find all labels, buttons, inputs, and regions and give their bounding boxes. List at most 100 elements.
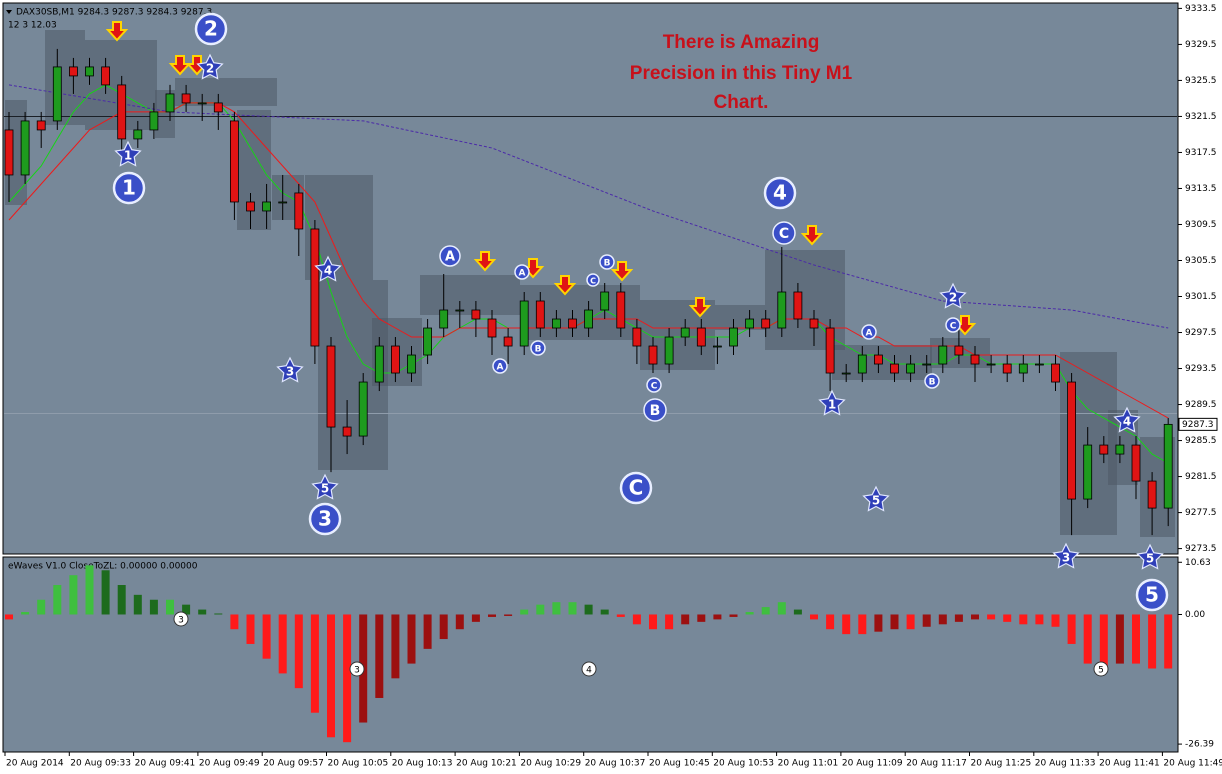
y-tick-label: 9309.5 (1185, 220, 1217, 230)
y-tick-label: 9277.5 (1185, 508, 1217, 518)
wave-circle (772, 221, 796, 245)
wave-circle (112, 171, 146, 205)
wave-box (45, 30, 85, 125)
histogram-bar (793, 609, 802, 615)
histogram-bar (488, 614, 496, 617)
wave-label: 5 (872, 494, 880, 508)
oscillator-marker-label: 4 (586, 666, 592, 676)
candle-body (600, 291, 610, 311)
histogram-bar (1019, 614, 1028, 625)
wave-label: C (779, 226, 789, 242)
wave-label: C (651, 382, 658, 392)
wave-box (420, 275, 520, 315)
wave-circle (492, 358, 508, 374)
candle-body (197, 102, 207, 105)
candle-body (101, 66, 110, 86)
candle-body (729, 327, 738, 347)
oscillator-marker-label: 3 (354, 666, 360, 676)
histogram-bar (182, 604, 191, 615)
histogram-bar (906, 614, 915, 630)
x-tick-label: 20 Aug 10:05 (328, 759, 389, 769)
candle-body (181, 93, 191, 104)
candle-body (664, 336, 674, 365)
candle-body (20, 120, 30, 176)
histogram-bar (1099, 614, 1108, 669)
wave-label: 5 (1145, 583, 1159, 607)
candle-body (922, 363, 932, 366)
wave-circle (514, 264, 530, 280)
candle-body (1083, 444, 1093, 500)
candle-body (4, 129, 14, 176)
y-tick-label: 9329.5 (1185, 40, 1217, 50)
wave-label: 4 (773, 181, 787, 205)
candle-body (423, 327, 433, 356)
histogram-bar (133, 594, 142, 615)
candle-body (616, 291, 626, 329)
signal-arrow (800, 225, 824, 246)
histogram-bar (69, 575, 78, 615)
histogram-bar (1148, 614, 1157, 669)
histogram-bar (407, 614, 416, 664)
histogram-bar (310, 614, 319, 713)
x-tick-label: 20 Aug 10:53 (713, 759, 774, 769)
signal-arrow (168, 55, 192, 76)
histogram-bar (954, 614, 963, 622)
signal-arrow (553, 275, 577, 296)
candle-body (165, 93, 175, 113)
wave-circle (586, 273, 600, 287)
y-tick-label: 9333.5 (1185, 4, 1217, 14)
histogram-bar (874, 614, 883, 632)
candle-body (584, 309, 593, 329)
wave-label: 5 (321, 482, 329, 496)
candle-body (294, 192, 304, 230)
wave-box (715, 305, 765, 330)
symbol-header: DAX30SB,M1 9284.3 9287.3 9284.3 9287.3 (16, 8, 212, 18)
candle-body (1099, 444, 1109, 455)
histogram-bar (214, 613, 223, 615)
x-tick-label: 20 Aug 10:37 (585, 759, 646, 769)
wave-label: A (866, 329, 873, 339)
histogram-bar (166, 599, 174, 615)
candle-body (519, 300, 529, 347)
histogram-bar (101, 570, 110, 615)
candle-body (906, 363, 915, 374)
x-tick-label: 20 Aug 10:29 (520, 759, 581, 769)
wave-circle (308, 502, 342, 536)
candle-body (696, 327, 706, 347)
wave-box (175, 78, 277, 106)
y-tick-label: 9317.5 (1185, 148, 1217, 158)
wave-circle (646, 377, 662, 393)
histogram-bar (810, 614, 818, 620)
histogram-bar (697, 614, 706, 622)
x-tick-label: 20 Aug 10:45 (649, 759, 710, 769)
wave-label: 5 (1146, 552, 1154, 566)
signal-arrow (610, 261, 634, 282)
wave-label: C (629, 476, 644, 500)
histogram-bar (1115, 614, 1124, 664)
wave-label: 4 (1123, 415, 1131, 429)
candle-body (761, 318, 771, 329)
wave-label: 1 (124, 149, 132, 163)
wave-circle (643, 398, 667, 422)
candle-body (938, 345, 948, 365)
histogram-bar (842, 614, 851, 635)
y-tick-label: 9313.5 (1185, 184, 1217, 194)
candle-body (69, 66, 78, 77)
wave-label: A (497, 363, 504, 373)
candle-body (149, 111, 159, 131)
oscillator-title: eWaves V1.0 CloseToZL: 0.00000 0.00000 (8, 562, 198, 572)
candle-body (1163, 423, 1173, 509)
wave-label: B (650, 403, 661, 419)
wave-circle (530, 340, 546, 356)
menu-triangle[interactable] (6, 10, 12, 14)
wave-star (1052, 542, 1080, 569)
histogram-bar (1083, 614, 1092, 664)
candle-body (52, 66, 62, 122)
wave-circle (924, 373, 940, 389)
wave-label: A (445, 250, 455, 265)
annotation-line: There is Amazing (663, 32, 820, 53)
candle-body (1051, 363, 1060, 383)
candle-body (133, 129, 143, 140)
